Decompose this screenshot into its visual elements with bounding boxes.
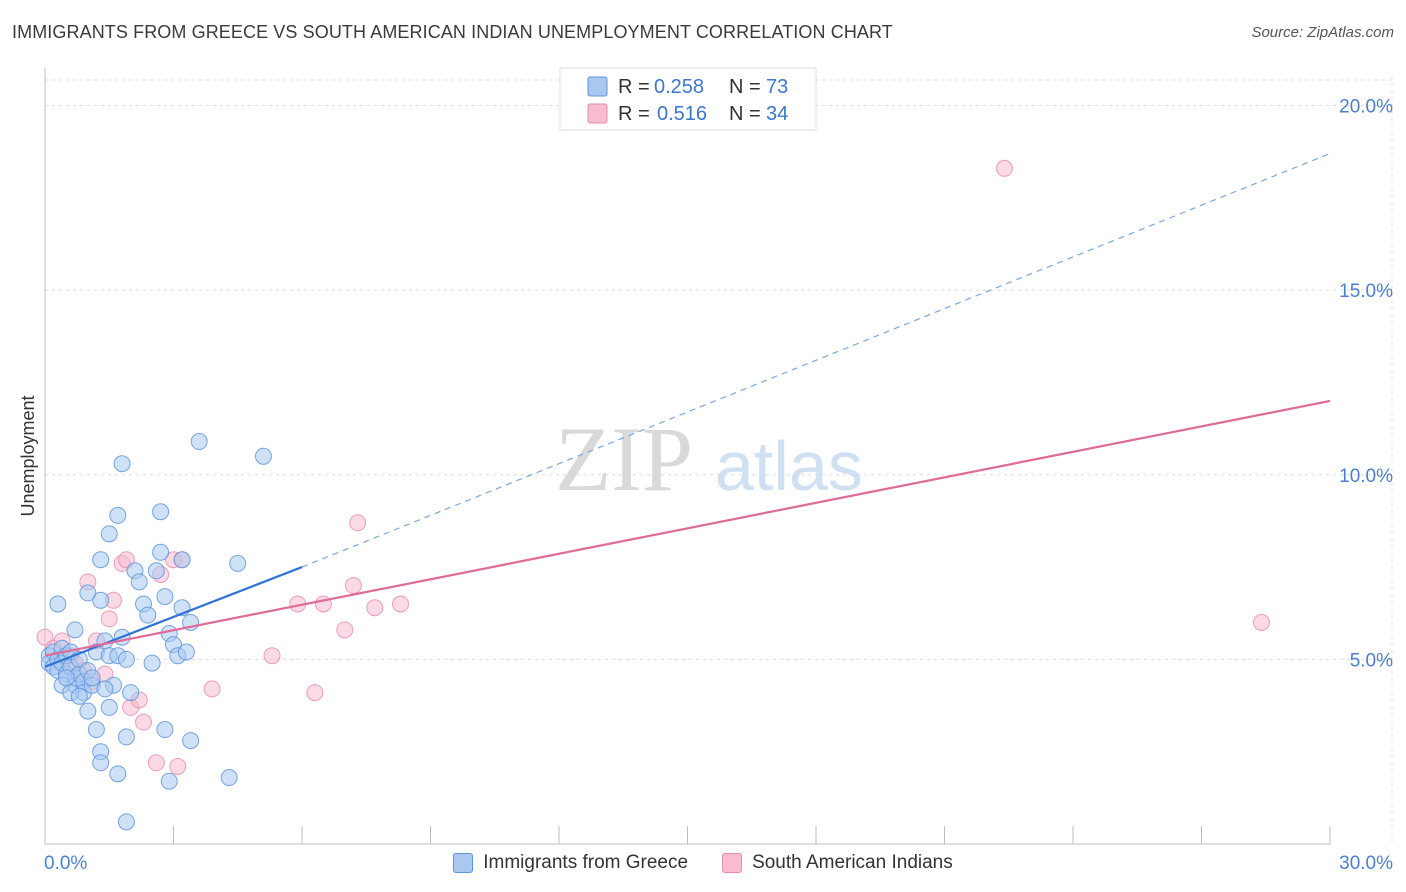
y-tick-label: 10.0% — [1339, 466, 1393, 487]
data-point-pink — [349, 514, 367, 532]
legend-r-value-1: 0.258 — [654, 76, 704, 98]
series-immigrants-from-greece — [40, 433, 272, 831]
data-point-blue — [177, 643, 195, 661]
trend-line-blue-dashed — [301, 152, 1331, 568]
data-point-blue — [49, 595, 67, 613]
chart-title: IMMIGRANTS FROM GREECE VS SOUTH AMERICAN… — [12, 22, 893, 42]
y-tick-label: 20.0% — [1339, 97, 1393, 118]
data-point-pink — [147, 754, 165, 772]
y-tick-label: 5.0% — [1350, 650, 1393, 671]
data-point-pink — [135, 713, 153, 731]
legend-swatch-pink — [587, 103, 608, 124]
legend-swatch-sa-indians — [722, 853, 743, 873]
data-point-blue — [109, 765, 127, 783]
data-point-blue — [173, 551, 191, 569]
data-point-blue — [92, 591, 110, 609]
data-point-blue — [100, 698, 118, 716]
data-point-pink — [1252, 613, 1270, 631]
y-axis-title: Unemployment — [18, 395, 38, 516]
legend-swatch-blue — [587, 76, 608, 97]
data-point-pink — [995, 159, 1013, 177]
data-point-blue — [100, 525, 118, 543]
trend-line-pink — [44, 399, 1331, 657]
data-point-blue — [122, 684, 140, 702]
data-point-pink — [392, 595, 410, 613]
data-point-pink — [100, 610, 118, 628]
data-point-blue — [79, 702, 97, 720]
stats-legend: R = 0.258 N = 73 R = 0.516 N = 34 — [559, 67, 817, 131]
data-point-blue — [109, 506, 127, 524]
data-point-blue — [254, 447, 272, 465]
data-point-pink — [306, 684, 324, 702]
data-point-blue — [220, 769, 238, 787]
data-point-blue — [96, 680, 114, 698]
legend-swatch-greece — [453, 853, 474, 873]
data-point-blue — [70, 687, 88, 705]
data-point-blue — [83, 669, 101, 687]
watermark: ZIP atlas — [555, 408, 863, 510]
data-point-blue — [152, 543, 170, 561]
data-point-blue — [152, 503, 170, 521]
data-point-pink — [366, 599, 384, 617]
data-point-blue — [113, 455, 131, 473]
watermark-atlas: atlas — [715, 427, 863, 505]
data-point-pink — [169, 757, 187, 775]
legend-r-label-1: R = — [618, 76, 650, 98]
grid-lines — [45, 76, 1393, 844]
data-point-pink — [336, 621, 354, 639]
data-point-blue — [139, 606, 157, 624]
legend-label-sa-indians: South American Indians — [752, 852, 953, 873]
data-point-blue — [147, 562, 165, 580]
y-tick-labels: 5.0% 10.0% 15.0% 20.0% — [1339, 97, 1393, 672]
y-tick-label: 15.0% — [1339, 281, 1393, 302]
legend-n-value-2: 34 — [766, 103, 788, 125]
legend-item-greece: Immigrants from Greece — [453, 852, 688, 874]
data-point-blue — [79, 584, 97, 602]
data-point-pink — [203, 680, 221, 698]
x-tick-label: 0.0% — [44, 853, 87, 874]
data-point-pink — [344, 577, 362, 595]
data-point-blue — [117, 813, 135, 831]
legend-r-label-2: R = — [618, 103, 650, 125]
legend-n-label-2: N = — [729, 103, 761, 125]
data-point-blue — [117, 650, 135, 668]
data-point-blue — [182, 732, 200, 750]
legend-n-value-1: 73 — [766, 76, 788, 98]
source-label: Source: ZipAtlas.com — [1251, 24, 1394, 41]
x-tick-label: 30.0% — [1339, 853, 1393, 874]
data-point-blue — [156, 588, 174, 606]
legend-r-value-2: 0.516 — [657, 103, 707, 125]
watermark-zip: ZIP — [555, 408, 693, 510]
data-point-blue — [229, 554, 247, 572]
data-point-blue — [117, 728, 135, 746]
data-point-blue — [66, 621, 84, 639]
data-point-blue — [57, 669, 75, 687]
trend-line-blue — [44, 566, 303, 668]
axes — [44, 68, 1331, 845]
data-point-blue — [143, 654, 161, 672]
legend-label-greece: Immigrants from Greece — [483, 852, 689, 873]
data-point-blue — [92, 551, 110, 569]
data-point-blue — [156, 721, 174, 739]
data-point-blue — [130, 573, 148, 591]
legend-item-sa-indians: South American Indians — [722, 852, 953, 874]
trend-lines — [44, 152, 1331, 668]
legend-n-label-1: N = — [729, 76, 761, 98]
data-point-blue — [92, 754, 110, 772]
data-point-pink — [263, 647, 281, 665]
data-point-blue — [160, 772, 178, 790]
series-legend: Immigrants from Greece South American In… — [0, 852, 1406, 874]
data-point-blue — [87, 721, 105, 739]
data-point-blue — [190, 433, 208, 451]
x-tick-labels: 0.0% 30.0% — [44, 853, 1393, 874]
